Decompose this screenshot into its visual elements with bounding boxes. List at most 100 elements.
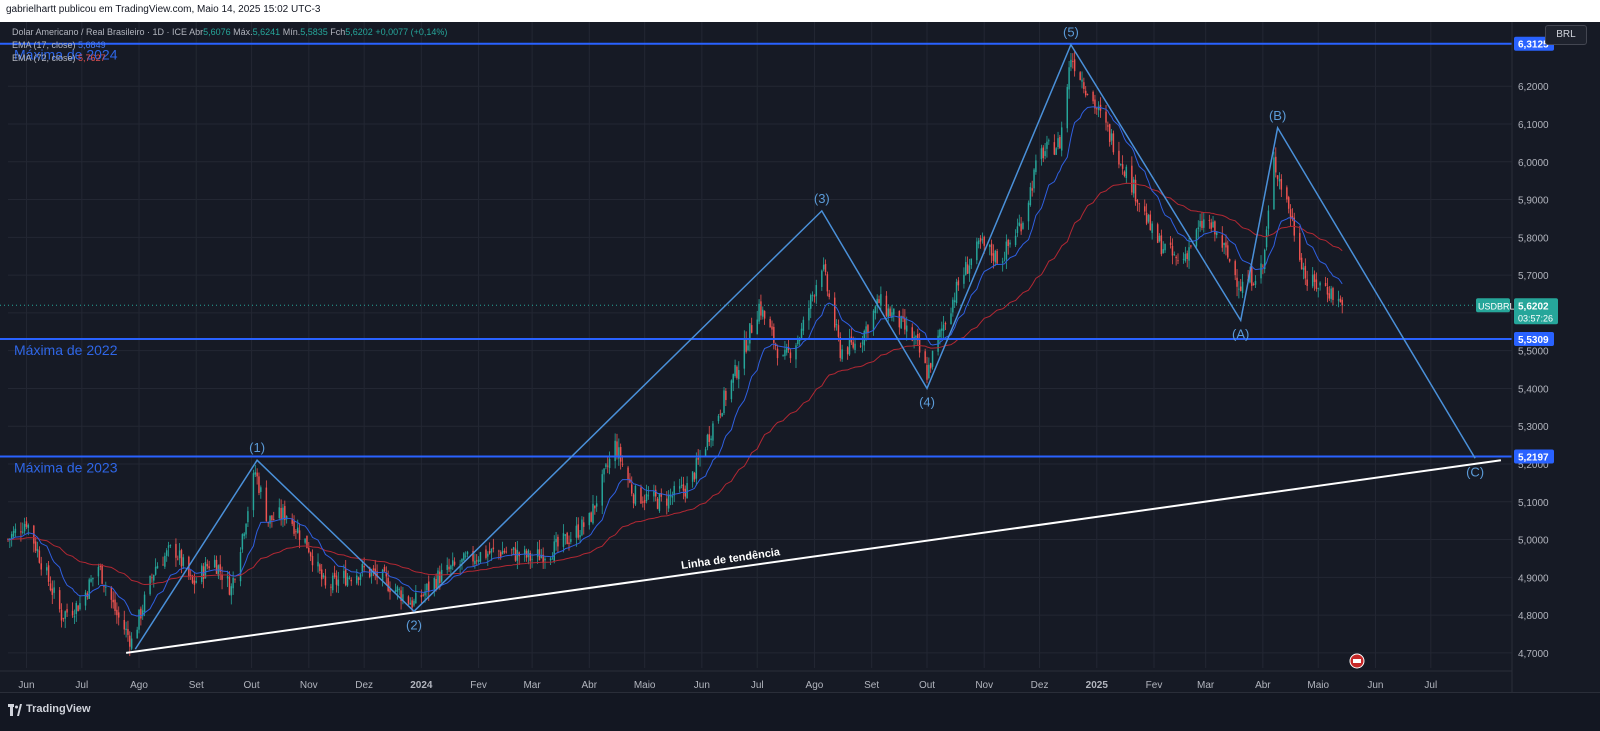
candle-body [1144, 206, 1146, 212]
candle-body [686, 483, 688, 499]
candle-body [1156, 224, 1159, 243]
candle-body [110, 587, 113, 600]
candle-body [575, 525, 578, 538]
wave-label: (1) [249, 440, 265, 455]
candle-body [372, 568, 375, 570]
candle-body [143, 594, 146, 613]
candle-body [304, 538, 306, 543]
candle-body [459, 564, 461, 566]
candle-body [293, 521, 295, 534]
level-name: Máxima de 2024 [14, 47, 118, 63]
x-tick-label: Abr [1255, 680, 1271, 691]
candle-body [859, 345, 862, 347]
candle-body [49, 583, 52, 591]
candle-body [1005, 241, 1008, 260]
candle-body [904, 318, 906, 330]
chart-area[interactable]: Máxima de 2024 Máxima de 2022 Máxima de 20… [0, 22, 1600, 710]
ema72-line [8, 182, 1343, 586]
candle-body [12, 530, 15, 537]
candle-body [426, 583, 428, 591]
legend-ema17-label: EMA (17, close) [12, 40, 76, 50]
candle-body [1262, 265, 1264, 267]
level-name: Máxima de 2023 [14, 460, 118, 476]
candle-body [309, 552, 312, 557]
price-chart[interactable]: Máxima de 2024 Máxima de 2022 Máxima de 20… [0, 22, 1600, 710]
candle-body [1228, 258, 1231, 262]
legend-close-value: 5,6202 [345, 27, 373, 37]
candle-body [642, 501, 644, 503]
candle-body [1208, 220, 1211, 222]
candle-body [911, 327, 913, 341]
candle-body [808, 308, 810, 321]
candle-body [411, 600, 413, 608]
candle-body [789, 352, 792, 359]
y-tick-label: 5,3000 [1518, 422, 1549, 433]
candle-body [317, 561, 319, 567]
candle-body [671, 496, 674, 498]
candle-body [424, 591, 426, 596]
candle-body [784, 349, 786, 357]
candle-body [540, 555, 543, 558]
candle-body [1330, 288, 1332, 299]
candle-body [666, 498, 668, 506]
candle-body [511, 549, 513, 551]
candle-body [654, 489, 657, 497]
candle-body [112, 599, 114, 603]
candle-body [595, 503, 598, 507]
x-tick-label: Nov [300, 680, 318, 691]
candle-body [944, 322, 947, 325]
chart-grid [8, 22, 1512, 668]
candle-body [1210, 222, 1212, 229]
candle-body [570, 539, 572, 542]
candle-body [891, 312, 893, 319]
candle-body [1145, 212, 1148, 224]
candle-body [73, 616, 76, 618]
candle-body [627, 467, 629, 480]
candle-body [1158, 235, 1161, 242]
candle-body [1096, 108, 1098, 110]
candle-body [1016, 226, 1019, 234]
candle-body [1112, 133, 1115, 153]
candle-body [1252, 284, 1255, 286]
candle-body [750, 325, 753, 333]
candle-body [905, 325, 908, 332]
candle-body [272, 519, 275, 520]
candle-body [786, 347, 788, 353]
candle-body [350, 579, 352, 582]
footer-brand: TradingView [26, 703, 91, 715]
candle-body [749, 323, 751, 344]
candle-body [215, 559, 218, 574]
candle-body [153, 575, 155, 581]
candle-body [306, 535, 308, 549]
candle-body [555, 538, 557, 543]
candle-body [631, 484, 633, 494]
candle-body [529, 552, 531, 561]
candle-body [981, 239, 984, 241]
candle-body [1120, 164, 1122, 165]
x-tick-label: Fev [470, 680, 487, 691]
candle-body [608, 458, 611, 468]
candle-body [1046, 141, 1048, 149]
candle-body [773, 326, 775, 343]
candle-body [822, 264, 825, 270]
candle-body [138, 609, 140, 630]
x-tick-label: Jun [1367, 680, 1383, 691]
candle-body [618, 447, 620, 459]
currency-button[interactable]: BRL [1545, 25, 1587, 45]
candle-body [308, 547, 310, 553]
time-axis: Jun Jul Ago Set Out Nov Dez 2024 Fev Mar Abr Maio Ju… [0, 670, 1512, 691]
candle-body [64, 611, 66, 619]
candle-body [254, 472, 257, 475]
candle-body [990, 243, 993, 256]
candle-body [996, 251, 998, 264]
candle-body [989, 245, 991, 247]
level-price-label: 5,2197 [1518, 453, 1549, 464]
candle-body [485, 549, 487, 558]
candle-body [1241, 281, 1244, 293]
candle-body [965, 261, 967, 275]
candle-body [647, 495, 650, 497]
candle-body [1033, 169, 1035, 189]
candle-body [164, 555, 166, 567]
y-tick-label: 6,0000 [1518, 158, 1549, 169]
candle-body [1105, 111, 1107, 123]
